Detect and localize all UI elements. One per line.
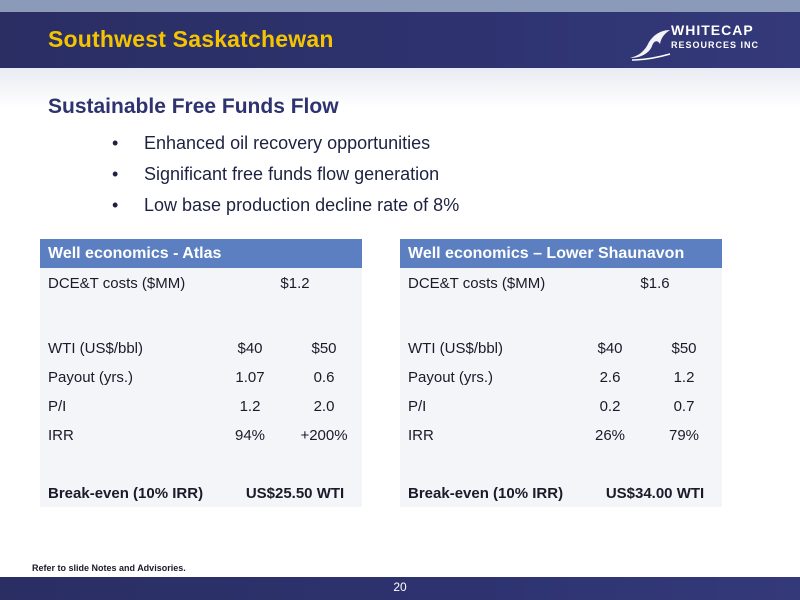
row-value: $50	[671, 340, 697, 357]
bullet-item: • Enhanced oil recovery opportunities	[112, 128, 459, 159]
table-row-irr: IRR 26% 79%	[400, 421, 722, 450]
row-value: 0.2	[599, 398, 621, 415]
section-title: Sustainable Free Funds Flow	[48, 95, 339, 118]
table-row-costs: DCE&T costs ($MM) $1.2	[40, 269, 362, 298]
row-value: US$25.50 WTI	[245, 485, 345, 502]
row-label: IRR	[408, 427, 434, 444]
footnote: Refer to slide Notes and Advisories.	[32, 563, 186, 573]
row-value: 79%	[668, 427, 700, 444]
bullet-item: • Significant free funds flow generation	[112, 159, 459, 190]
row-label: Payout (yrs.)	[408, 369, 494, 386]
slide-footer: 20	[0, 577, 800, 600]
bullet-text: Enhanced oil recovery opportunities	[144, 133, 431, 153]
row-value: 2.0	[313, 398, 335, 415]
row-value: 1.07	[235, 369, 265, 386]
wave-logo-icon	[630, 30, 671, 61]
bullet-icon: •	[112, 164, 119, 184]
row-value: $50	[311, 340, 337, 357]
well-economics-lower-shaunavon-table: Well economics – Lower Shaunavon DCE&T c…	[400, 239, 722, 507]
bullet-text: Low base production decline rate of 8%	[144, 195, 460, 215]
bullet-item: • Low base production decline rate of 8%	[112, 190, 459, 221]
row-label: WTI (US$/bbl)	[408, 340, 504, 357]
well-economics-atlas-table: Well economics - Atlas DCE&T costs ($MM)…	[40, 239, 362, 507]
table-row-pi: P/I 0.2 0.7	[400, 392, 722, 421]
row-label: WTI (US$/bbl)	[48, 340, 144, 357]
table-row-breakeven: Break-even (10% IRR) US$25.50 WTI	[40, 479, 362, 508]
table-row-payout: Payout (yrs.) 2.6 1.2	[400, 363, 722, 392]
table-row-pi: P/I 1.2 2.0	[40, 392, 362, 421]
table-row-irr: IRR 94% +200%	[40, 421, 362, 450]
row-label: Payout (yrs.)	[48, 369, 134, 386]
row-label: Break-even (10% IRR)	[408, 485, 564, 502]
slide-title: Southwest Saskatchewan	[48, 26, 334, 52]
whitecap-logo: WHITECAP RESOURCES INC	[628, 18, 798, 66]
row-label: DCE&T costs ($MM)	[408, 275, 546, 292]
header-shadow-band	[0, 68, 800, 108]
table-row-breakeven: Break-even (10% IRR) US$34.00 WTI	[400, 479, 722, 508]
bullet-text: Significant free funds flow generation	[144, 164, 440, 184]
logo-text-secondary: RESOURCES INC	[671, 40, 760, 50]
bullet-list: • Enhanced oil recovery opportunities • Si…	[112, 128, 459, 221]
row-label: DCE&T costs ($MM)	[48, 275, 186, 292]
row-value: 94%	[234, 427, 266, 444]
table-row-costs: DCE&T costs ($MM) $1.6	[400, 269, 722, 298]
row-value: US$34.00 WTI	[605, 485, 705, 502]
slide-header: Southwest Saskatchewan WHITECAP RESOURCE…	[0, 12, 800, 68]
table-row-payout: Payout (yrs.) 1.07 0.6	[40, 363, 362, 392]
table-row-wti: WTI (US$/bbl) $40 $50	[400, 334, 722, 363]
row-value: $1.2	[280, 275, 310, 292]
row-value: $40	[237, 340, 263, 357]
row-label: P/I	[48, 398, 67, 415]
row-label: IRR	[48, 427, 74, 444]
row-value: $40	[597, 340, 623, 357]
row-value: 26%	[594, 427, 626, 444]
table-row-wti: WTI (US$/bbl) $40 $50	[40, 334, 362, 363]
row-value: 0.7	[673, 398, 695, 415]
table-title: Well economics – Lower Shaunavon	[400, 239, 722, 268]
row-value: 0.6	[313, 369, 335, 386]
logo-text-primary: WHITECAP	[671, 22, 754, 38]
row-label: P/I	[408, 398, 427, 415]
row-value: 1.2	[673, 369, 695, 386]
row-value: 1.2	[239, 398, 261, 415]
row-value: +200%	[300, 427, 348, 444]
row-value: 2.6	[599, 369, 621, 386]
page-number: 20	[393, 580, 407, 594]
row-label: Break-even (10% IRR)	[48, 485, 204, 502]
table-title: Well economics - Atlas	[40, 239, 362, 268]
bullet-icon: •	[112, 195, 119, 215]
bullet-icon: •	[112, 133, 119, 153]
top-accent-strip	[0, 0, 800, 12]
row-value: $1.6	[640, 275, 670, 292]
